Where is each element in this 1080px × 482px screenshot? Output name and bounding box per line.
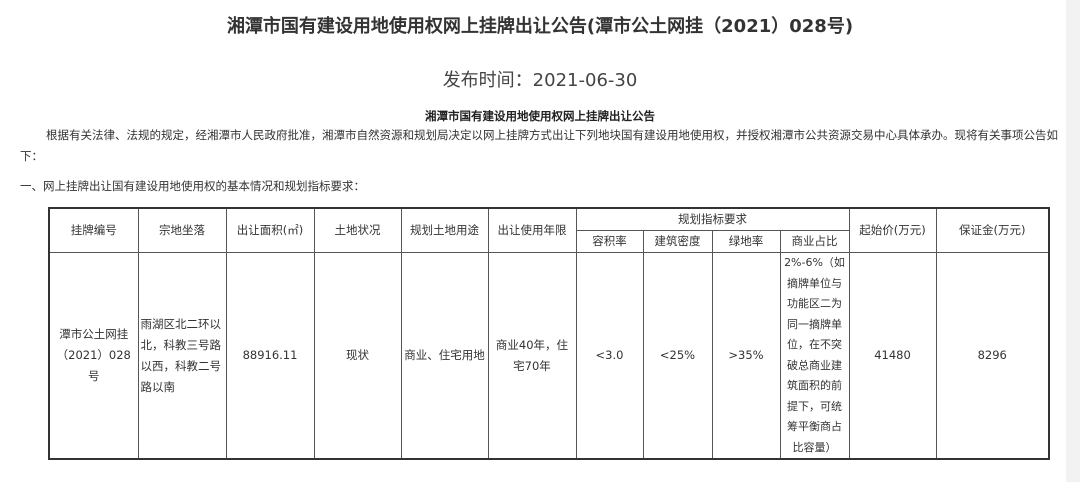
announcement-subtitle: 湘潭市国有建设用地使用权网上挂牌出让公告 [425,109,655,123]
cell-area: 88916.11 [225,252,315,460]
cell-land-status: 现状 [313,252,402,460]
page-title: 湘潭市国有建设用地使用权网上挂牌出让公告(潭市公土网挂（2021）028号) [226,16,854,37]
header-density: 建筑密度 [642,230,713,253]
cell-location: 雨湖区北二环以北，科教三号路以西，科教二号路以南 [137,252,227,460]
header-area: 出让面积(㎡) [225,207,315,253]
header-planned-use: 规划土地用途 [400,207,489,253]
header-far: 容积率 [575,230,644,253]
cell-listing-no: 潭市公土网挂（2021）028号 [48,252,139,460]
header-deposit: 保证金(万元) [935,207,1050,253]
header-listing-no: 挂牌编号 [48,207,139,253]
publish-time: 发布时间：2021-06-30 [442,70,638,91]
header-land-status: 土地状况 [313,207,402,253]
cell-far: <3.0 [575,252,644,460]
table-row: 潭市公土网挂（2021）028号 雨湖区北二环以北，科教三号路以西，科教二号路以… [48,252,1050,460]
scroll-gutter [1066,0,1080,482]
header-commercial: 商业占比 [779,230,850,253]
cell-planned-use: 商业、住宅用地 [400,252,489,460]
header-location: 宗地坐落 [137,207,227,253]
header-green: 绿地率 [711,230,781,253]
intro-paragraph: 根据有关法律、法规的规定，经湘潭市人民政府批准，湘潭市自然资源和规划局决定以网上… [20,128,1058,163]
section-heading: 一、网上挂牌出让国有建设用地使用权的基本情况和规划指标要求： [20,179,365,193]
header-planning-group: 规划指标要求 [575,207,850,231]
cell-term: 商业40年，住宅70年 [487,252,577,460]
cell-start-price: 41480 [848,252,937,460]
cell-commercial: 2%-6%（如摘牌单位与功能区二为同一摘牌单位，在不突破总商业建筑面积的前提下，… [779,252,850,460]
header-start-price: 起始价(万元) [848,207,937,253]
land-info-table: 挂牌编号 宗地坐落 出让面积(㎡) 土地状况 规划土地用途 出让使用年限 规划指… [48,207,1050,460]
cell-density: <25% [642,252,713,460]
header-term: 出让使用年限 [487,207,577,253]
cell-green: >35% [711,252,781,460]
cell-deposit: 8296 [935,252,1050,460]
